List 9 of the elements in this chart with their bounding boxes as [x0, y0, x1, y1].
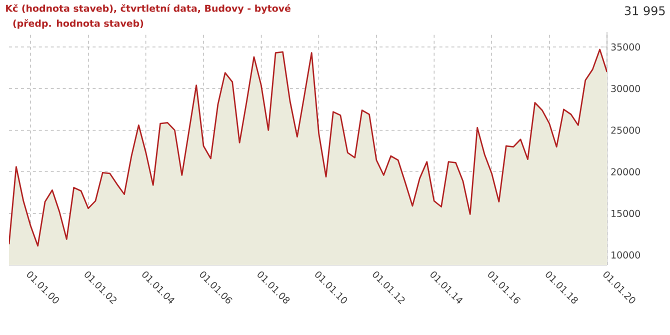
y-tick-label: 25000 [611, 126, 640, 134]
y-tick-label: 10000 [612, 251, 640, 259]
text: 31 995 [624, 6, 665, 16]
chart-title: Kč (hodnota staveb), čtvrtletní data, Budovy - bytové [6, 4, 290, 14]
y-tick-label: 35000 [611, 43, 640, 51]
y-tick-label: 20000 [611, 168, 640, 176]
y-tick-label: 30000 [611, 85, 640, 92]
y-tick-label: 15000 [612, 210, 640, 217]
chart-subtitle: (předp. hodnota staveb) [13, 19, 144, 29]
